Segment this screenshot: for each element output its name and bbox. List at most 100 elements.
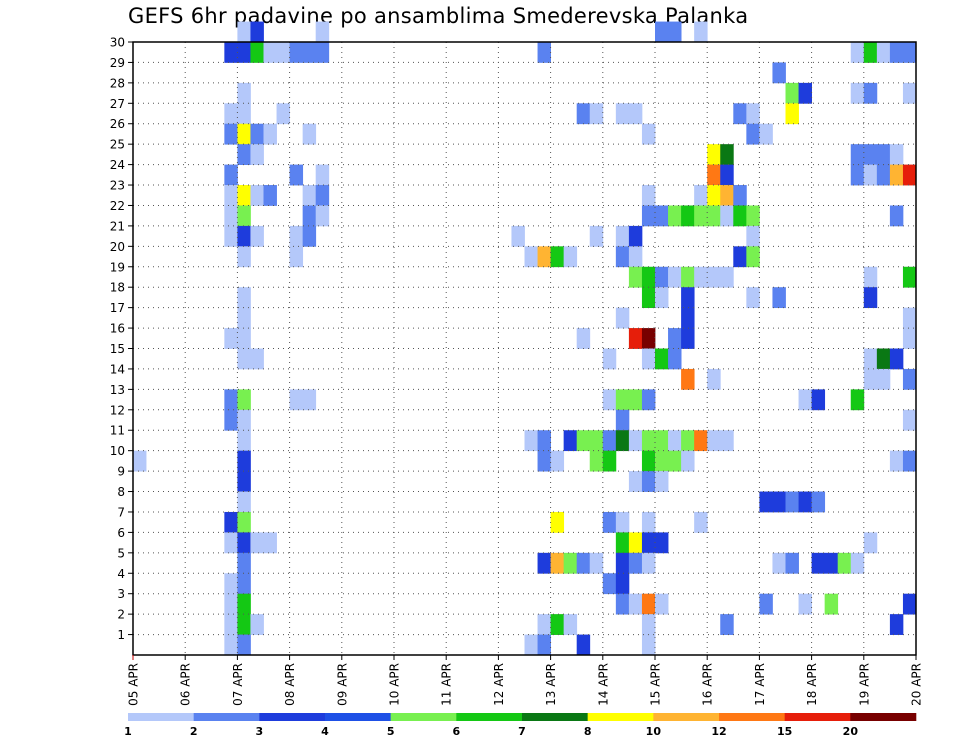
precip-cell (615, 593, 630, 615)
precip-cell (681, 266, 695, 288)
precip-cell (250, 42, 264, 63)
legend-swatch (390, 713, 457, 721)
precip-cell (772, 552, 786, 574)
y-tick-label: 24 (110, 158, 125, 172)
legend-label: 2 (190, 725, 198, 738)
precip-cell (902, 266, 917, 288)
precip-cell (563, 552, 578, 574)
precip-cell (746, 287, 760, 309)
precip-cell (694, 21, 708, 43)
precip-cell (707, 368, 721, 390)
precip-cell (302, 389, 317, 411)
precip-cell (615, 573, 630, 595)
legend-swatch (850, 713, 917, 721)
precip-cell (250, 225, 264, 247)
precip-cell (289, 42, 304, 63)
x-tick-label: 11 APR (440, 663, 454, 706)
precip-cell (850, 144, 865, 165)
precip-cell (655, 348, 669, 370)
x-axis: 05 APR 06 APR 07 APR 08 APR 09 APR 10 APR 11 A… (127, 655, 924, 706)
precip-cell (824, 552, 839, 574)
precip-cell (889, 144, 904, 165)
precip-cell (655, 287, 669, 309)
y-tick-label: 6 (117, 526, 125, 540)
precip-cell (902, 368, 917, 390)
precip-cell (889, 614, 904, 635)
precip-cell (589, 552, 604, 574)
precip-cell (707, 266, 721, 288)
precip-cell (628, 471, 643, 492)
y-tick-label: 3 (117, 587, 125, 601)
precip-cell (537, 614, 551, 635)
precip-cell (615, 225, 630, 247)
precip-cell (733, 246, 747, 268)
precip-cell (681, 287, 695, 309)
y-tick-label: 26 (110, 117, 125, 131)
x-tick-label: 16 APR (701, 663, 715, 706)
y-tick-label: 29 (110, 56, 125, 70)
precip-cell (863, 144, 878, 165)
precip-cell (876, 42, 891, 63)
precip-cell (237, 185, 251, 206)
precip-cell (237, 123, 251, 145)
precip-cell (863, 532, 878, 554)
precip-cell (863, 42, 878, 63)
x-tick-label: 18 APR (805, 663, 819, 706)
precip-cell (811, 389, 826, 411)
precip-cell (224, 42, 238, 63)
precip-cell (707, 430, 721, 452)
x-tick-label: 08 APR (283, 663, 297, 706)
legend-swatch (193, 713, 260, 721)
precip-cell (537, 450, 551, 472)
precip-cell (602, 348, 617, 370)
precip-cell (537, 552, 551, 574)
precip-cell (237, 246, 251, 268)
precip-cell (237, 614, 251, 635)
precip-cell (863, 82, 878, 104)
legend-label: 6 (453, 725, 461, 738)
precip-cell (798, 82, 812, 104)
precip-cell (641, 634, 656, 656)
precip-cell (759, 491, 773, 513)
precip-cell (537, 42, 551, 63)
precip-cell (863, 164, 878, 186)
precip-cell (289, 225, 304, 247)
precip-cell (315, 42, 330, 63)
y-tick-label: 1 (117, 628, 125, 642)
precip-cell (615, 552, 630, 574)
precip-cell (798, 593, 812, 615)
precip-cell (655, 21, 669, 43)
y-tick-label: 4 (117, 567, 125, 581)
precip-cell (237, 634, 251, 656)
x-tick-label: 15 APR (649, 663, 663, 706)
precip-cell (576, 634, 591, 656)
precip-cell (641, 348, 656, 370)
precip-cell (668, 348, 682, 370)
precip-cell (237, 491, 251, 513)
precip-cell (641, 123, 656, 145)
precip-cell (746, 103, 760, 125)
precip-cell (224, 164, 238, 186)
precip-cell (746, 205, 760, 227)
precip-cell (615, 307, 630, 329)
precip-cell (889, 450, 904, 472)
legend-label: 20 (843, 725, 859, 738)
precip-cell (628, 430, 643, 452)
precip-cell (798, 491, 812, 513)
legend-swatch (522, 713, 588, 721)
precip-cell (655, 593, 669, 615)
precip-cell (628, 389, 643, 411)
precip-cell (237, 287, 251, 309)
precip-cell (694, 511, 708, 533)
x-tick-label: 12 APR (492, 663, 506, 706)
precip-cell (250, 348, 264, 370)
precip-cell (889, 205, 904, 227)
precip-cell (902, 409, 917, 431)
precip-cell (315, 185, 330, 206)
y-tick-label: 28 (110, 76, 125, 90)
precip-cell (889, 348, 904, 370)
precip-cell (772, 491, 786, 513)
precip-cell (876, 368, 891, 390)
precip-cell (289, 389, 304, 411)
